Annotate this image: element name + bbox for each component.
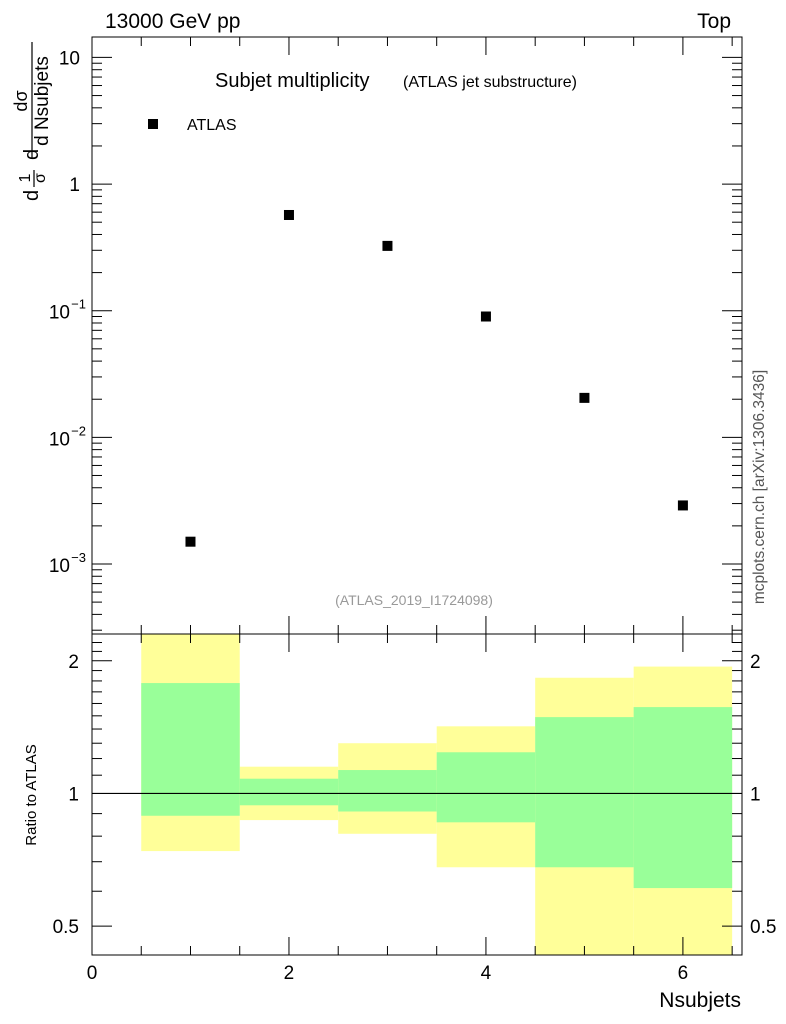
header-energy-label: 13000 GeV pp xyxy=(105,10,240,33)
chart-subtitle: (ATLAS jet substructure) xyxy=(403,74,577,91)
ratio-y-tick-label-left: 2 xyxy=(68,652,79,673)
y-tick-label: 10 xyxy=(49,429,70,450)
top-data-points xyxy=(185,209,688,547)
side-source-label: mcplots.cern.ch [arXiv:1306.3436] xyxy=(751,370,768,604)
x-tick-label: 6 xyxy=(678,963,689,984)
ratio-band-green xyxy=(239,778,339,806)
data-point xyxy=(283,209,294,220)
ratio-bands xyxy=(92,634,742,955)
y-tick-label: 10 xyxy=(59,48,80,69)
header-process-label: Top xyxy=(697,10,731,33)
y-tick-label-exponent: −3 xyxy=(71,550,86,565)
ylabel-dnsubjets: d Nsubjets xyxy=(32,56,53,146)
ylabel-sigma: σ xyxy=(32,173,49,183)
ratio-band-green xyxy=(338,770,437,812)
ylabel-one: 1 xyxy=(17,173,34,182)
y-tick-label: 1 xyxy=(69,175,80,196)
data-point xyxy=(185,536,196,547)
data-point xyxy=(579,392,590,403)
ratio-band-green xyxy=(141,683,240,816)
ratio-band-green xyxy=(633,707,733,889)
ylabel-dsigma: dσ xyxy=(11,90,31,111)
y-tick-label: 10 xyxy=(49,556,70,577)
ratio-y-tick-label-left: 0.5 xyxy=(53,917,79,938)
y-tick-label: 10 xyxy=(49,303,70,324)
ratio-band-green xyxy=(436,752,536,823)
bottom-panel-frame xyxy=(91,633,743,956)
ratio-y-axis-label: Ratio to ATLAS xyxy=(23,744,40,845)
x-axis-label: Nsubjets xyxy=(659,989,741,1012)
ratio-y-tick-label-left: 1 xyxy=(68,784,79,805)
top-y-axis-label: d 1 σ d dσ d Nsubjets xyxy=(11,42,53,201)
ratio-y-tick-label-right: 2 xyxy=(750,652,761,673)
y-tick-label-exponent: −1 xyxy=(71,297,86,312)
ylabel-d-prefix: d xyxy=(21,190,43,201)
data-point xyxy=(382,240,393,251)
analysis-reference-label: (ATLAS_2019_I1724098) xyxy=(335,592,493,608)
legend-marker-atlas xyxy=(148,119,158,129)
data-point xyxy=(677,500,688,511)
ratio-y-tick-label-right: 1 xyxy=(750,784,761,805)
ratio-band-green xyxy=(535,717,634,868)
legend-label-atlas: ATLAS xyxy=(187,117,237,134)
data-point xyxy=(480,311,491,322)
x-tick-label: 4 xyxy=(481,963,492,984)
chart-title: Subjet multiplicity xyxy=(215,70,370,92)
ratio-y-tick-label-right: 0.5 xyxy=(750,917,776,938)
x-tick-label: 0 xyxy=(87,963,98,984)
x-tick-label: 2 xyxy=(284,963,295,984)
bottom-panel-axes: 2 2 1 1 0.5 0.5 0 2 4 6 xyxy=(53,634,776,984)
y-tick-label-exponent: −2 xyxy=(71,423,86,438)
